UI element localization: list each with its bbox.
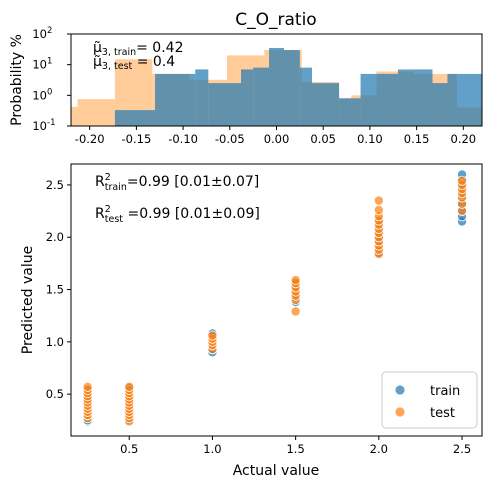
histogram-bar-train [397,69,433,126]
scatter-point-test [82,381,93,392]
scatter-x-axis-label: Actual value [233,463,320,479]
histogram-x-tick-label: 0.15 [404,132,430,146]
histogram-y-axis-label: Probability % [9,34,25,126]
histogram-x-tick-label: 0.00 [264,132,290,146]
median-train-annotation: μ̃3, train= 0.42 [93,40,183,58]
histogram-bar-train [241,69,254,126]
scatter-y-tick-label: 2.5 [46,178,64,192]
histogram-bar-test [71,106,78,126]
histogram-y-tick-exponent: 0 [47,87,52,97]
scatter-x-tick-label: 2.0 [370,442,388,456]
scatter-y-ticks: 0.5 1.0 1.5 2.0 2.5 [46,178,71,401]
histogram-bar-train [432,83,448,126]
scatter-x-tick-label: 2.5 [453,442,471,456]
legend-test-label: test [430,406,455,421]
scatter-point-test [457,175,468,186]
scatter-point-test [207,330,218,341]
histogram-x-tick-label: -0.05 [215,132,245,146]
histogram-y-tick-label: 100 [32,87,52,102]
histogram-y-tick-exponent: 2 [47,26,52,36]
scatter-x-tick-label: 1.0 [203,442,221,456]
scatter-point-test [124,381,135,392]
scatter-y-axis-label: Predicted value [20,246,36,354]
histogram-x-tick-label: -0.15 [122,132,152,146]
scatter-frame [70,163,483,437]
scatter-panel: 0.5 1.0 1.5 2.0 2.5 0.5 1.0 1.5 2.0 2.5 Actual v… [20,163,483,479]
histogram-x-tick-label: 0.05 [310,132,336,146]
histogram-bars [71,47,482,127]
scatter-points [82,169,468,427]
histogram-bar-train [269,47,284,127]
median-test-annotation: μ̃3, test = 0.4 [93,54,175,72]
histogram-x-tick-label: 0.10 [357,132,383,146]
histogram-panel: C_O_ratio -0.20 -0.15 -0.10 -0.05 0.00 0.05 0.… [9,10,483,146]
histogram-bar-test [77,99,115,126]
histogram-bar-train [447,73,482,126]
histogram-y-tick-label: 102 [32,26,52,41]
histogram-bar-train [339,98,361,126]
scatter-point-test [373,195,384,206]
legend-train-label: train [430,384,460,399]
scatter-point-test [290,275,301,286]
histogram-x-tick-label: -0.20 [75,132,105,146]
histogram-bar-train [299,67,312,126]
scatter-point-test [290,306,301,317]
legend-test-marker [394,406,406,418]
histogram-bar-train [360,73,398,126]
histogram-bar-train [114,110,156,126]
scatter-y-tick-label: 1.0 [46,335,64,349]
histogram-y-tick-label: 10-1 [32,118,55,133]
scatter-x-tick-label: 1.5 [286,442,304,456]
chart-title: C_O_ratio [235,10,316,30]
histogram-x-tick-label: 0.20 [451,132,477,146]
scatter-x-ticks: 0.5 1.0 1.5 2.0 2.5 [120,436,471,456]
histogram-x-tick-label: -0.10 [168,132,198,146]
scatter-y-tick-label: 0.5 [46,387,64,401]
histogram-bar-train [195,69,209,126]
histogram-x-ticks: -0.20 -0.15 -0.10 -0.05 0.00 0.05 0.10 0.15 0.20 [75,126,476,146]
legend-train-marker [394,384,406,396]
legend-box [381,371,478,429]
histogram-y-tick-exponent: 1 [47,57,52,67]
histogram-y-tick-exponent: -1 [47,118,55,128]
scatter-y-tick-label: 1.5 [46,283,64,297]
scatter-x-tick-label: 0.5 [120,442,138,456]
r2-train-annotation: R2 train=0.99 [0.01±0.07] [95,172,259,193]
legend: train test [381,371,478,429]
scatter-y-tick-label: 2.0 [46,230,64,244]
scatter-point-test [373,205,384,216]
histogram-bar-train [312,83,340,126]
histogram-bar-train [208,83,241,126]
histogram-bar-train [253,67,270,126]
histogram-bar-train [283,50,300,126]
r2-test-annotation: R2 test =0.99 [0.01±0.09] [95,204,260,225]
histogram-y-tick-label: 101 [32,57,52,72]
histogram-bar-train [155,73,196,126]
